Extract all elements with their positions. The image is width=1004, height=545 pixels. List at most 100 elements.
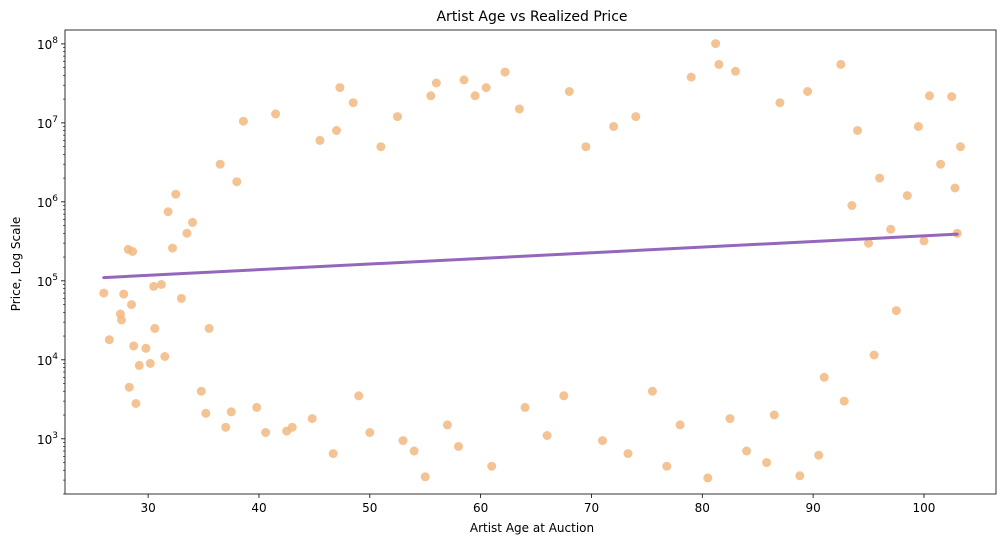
scatter-point — [686, 72, 696, 82]
scatter-point — [442, 420, 452, 430]
scatter-point — [365, 428, 375, 437]
scatter-point — [520, 402, 530, 412]
scatter-point — [215, 159, 225, 169]
scatter-point — [348, 98, 358, 108]
scatter-point — [261, 428, 271, 437]
x-tick-label: 40 — [251, 501, 266, 515]
scatter-point — [886, 224, 896, 234]
scatter-point — [559, 391, 569, 401]
scatter-point — [902, 191, 912, 201]
scatter-point — [335, 83, 345, 93]
scatter-point — [160, 352, 170, 361]
scatter-point — [731, 66, 740, 76]
scatter-point — [564, 87, 574, 96]
scatter-point — [819, 372, 829, 382]
scatter-point — [542, 431, 552, 440]
scatter-point — [232, 177, 242, 187]
scatter-point — [454, 442, 463, 451]
y-axis-label: Price, Log Scale — [9, 217, 23, 311]
scatter-point — [470, 91, 480, 101]
scatter-point — [393, 112, 402, 122]
scatter-point — [947, 92, 957, 102]
scatter-point — [775, 98, 785, 108]
trend-line — [102, 232, 959, 280]
x-tick-label: 80 — [695, 501, 710, 515]
scatter-point — [647, 386, 657, 396]
y-tick-label: 106 — [37, 194, 58, 210]
scatter-point — [398, 436, 408, 446]
scatter-point — [514, 104, 524, 114]
scatter-point — [609, 122, 619, 131]
scatter-point — [134, 360, 144, 370]
scatter-point — [163, 207, 173, 217]
scatter-point — [803, 87, 813, 96]
scatter-point — [725, 414, 735, 424]
scatter-point — [168, 243, 177, 253]
scatter-point — [150, 323, 160, 333]
scatter-point — [141, 343, 151, 353]
scatter-point — [149, 281, 159, 291]
scatter-point — [99, 288, 109, 298]
y-tick-label: 108 — [37, 36, 58, 52]
scatter-point — [431, 78, 441, 88]
scatter-point — [332, 126, 341, 135]
axes-frame — [64, 29, 997, 495]
y-tick-label: 105 — [37, 273, 58, 289]
scatter-point — [581, 142, 591, 152]
chart-title: Artist Age vs Realized Price — [436, 9, 627, 25]
scatter-point — [131, 399, 141, 408]
scatter-point — [500, 67, 510, 77]
scatter-point — [315, 135, 325, 145]
scatter-point — [271, 109, 281, 119]
scatter-point — [631, 112, 641, 122]
scatter-point — [481, 83, 491, 93]
scatter-point — [201, 408, 211, 418]
scatter-point — [662, 461, 672, 471]
scatter-point — [853, 126, 862, 135]
scatter-point — [238, 116, 248, 126]
x-tick-label: 70 — [584, 501, 599, 515]
scatter-point — [287, 422, 297, 432]
scatter-point — [420, 472, 430, 482]
scatter-point — [839, 396, 849, 406]
scatter-point — [409, 446, 419, 456]
scatter-point — [145, 358, 155, 368]
scatter-point — [226, 407, 236, 417]
scatter-point — [354, 391, 364, 401]
scatter-point — [864, 238, 873, 248]
scatter-point — [714, 59, 724, 69]
y-tick-label: 104 — [37, 352, 58, 368]
x-tick-label: 50 — [362, 501, 377, 515]
scatter-point — [742, 446, 752, 456]
scatter-point — [795, 471, 805, 481]
x-tick-label: 60 — [473, 501, 488, 515]
scatter-point — [328, 449, 338, 459]
scatter-point — [204, 323, 214, 333]
x-tick-label: 90 — [805, 501, 820, 515]
scatter-point — [104, 335, 114, 345]
scatter-point — [128, 247, 138, 256]
scatter-point — [156, 280, 166, 289]
scatter-point — [769, 410, 779, 420]
x-ticks: 30 40 50 60 70 80 90 100 — [140, 494, 935, 515]
scatter-point — [124, 382, 134, 392]
scatter-point — [836, 59, 846, 69]
scatter-point — [675, 420, 685, 430]
scatter-point — [188, 217, 197, 227]
y-ticks: 103 104 105 106 107 108 — [37, 36, 65, 495]
scatter-point — [919, 236, 929, 246]
scatter-point — [307, 414, 317, 424]
scatter-point — [171, 189, 181, 199]
scatter-point — [623, 449, 633, 459]
scatter-point — [847, 201, 857, 210]
scatter-point — [925, 91, 934, 101]
scatter-point — [487, 461, 497, 471]
scatter-point — [221, 422, 231, 432]
scatter-point — [196, 386, 206, 396]
scatter-point — [176, 293, 186, 303]
scatter-point — [129, 341, 139, 351]
scatter-point — [703, 473, 713, 483]
scatter-point — [252, 402, 262, 412]
scatter-point — [711, 39, 721, 49]
